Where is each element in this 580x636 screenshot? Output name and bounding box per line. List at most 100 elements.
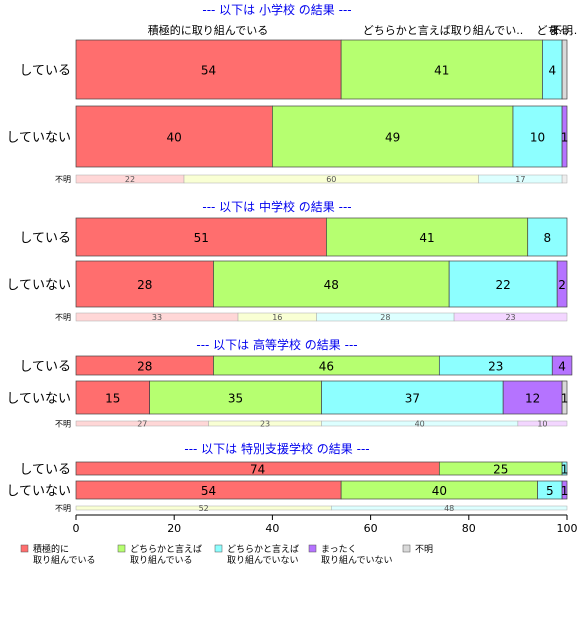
segment-value-label: 4 xyxy=(548,64,556,78)
segment-value-label: 22 xyxy=(125,175,135,184)
panel-title: --- 以下は 小学校 の結果 --- xyxy=(202,2,351,17)
legend-label: 積極的に xyxy=(33,543,69,555)
segment-value-label: 49 xyxy=(385,131,400,145)
bar-segment xyxy=(561,39,568,100)
bar-segment xyxy=(321,380,504,415)
segment-value-label: 37 xyxy=(405,392,420,406)
bar-segment xyxy=(502,380,563,415)
x-tick-label: 60 xyxy=(364,522,378,535)
segment-value-label: 27 xyxy=(137,420,147,429)
legend-swatch xyxy=(20,544,29,553)
segment-value-label: 1 xyxy=(561,392,569,406)
top-category-label: どち.. xyxy=(537,24,566,37)
segment-value-label: 28 xyxy=(380,313,390,322)
legend-label: どちらかと言えば xyxy=(227,543,299,555)
row-label-small: 不明 xyxy=(55,175,71,184)
panel-title: --- 以下は 高等学校 の結果 --- xyxy=(196,337,357,352)
segment-value-label: 8 xyxy=(544,231,552,245)
bar-segment xyxy=(561,480,568,500)
row-label: している xyxy=(19,463,71,478)
segment-value-label: 10 xyxy=(530,131,545,145)
bar-segment xyxy=(448,260,558,308)
segment-value-label: 17 xyxy=(515,175,525,184)
x-tick-label: 100 xyxy=(557,522,578,535)
legend-swatch xyxy=(402,544,411,553)
segment-value-label: 1 xyxy=(561,463,569,477)
segment-value-label: 51 xyxy=(194,231,209,245)
bar-segment xyxy=(561,174,568,184)
segment-value-label: 54 xyxy=(201,484,216,498)
segment-value-label: 12 xyxy=(525,392,540,406)
bar-segment xyxy=(551,355,573,376)
panel-title: --- 以下は 中学校 の結果 --- xyxy=(202,199,351,214)
bar-segment xyxy=(75,217,327,257)
top-category-label: 不明 xyxy=(551,24,573,37)
segment-value-label: 10 xyxy=(537,420,547,429)
legend-label: どちらかと言えば xyxy=(130,543,202,555)
segment-value-label: 60 xyxy=(326,175,336,184)
segment-value-label: 15 xyxy=(105,392,120,406)
segment-value-label: 5 xyxy=(546,484,554,498)
row-label-small: 不明 xyxy=(55,504,71,513)
segment-value-label: 54 xyxy=(201,64,216,78)
x-tick-label: 80 xyxy=(462,522,476,535)
segment-value-label: 46 xyxy=(319,360,334,374)
segment-value-label: 41 xyxy=(419,231,434,245)
bar-segment xyxy=(75,380,151,415)
segment-value-label: 48 xyxy=(324,278,339,292)
bar-segment xyxy=(331,505,568,511)
segment-value-label: 35 xyxy=(228,392,243,406)
bar-segment xyxy=(517,420,568,427)
row-label: している xyxy=(19,64,71,79)
bar-segment xyxy=(561,105,568,168)
segment-value-label: 40 xyxy=(167,131,182,145)
bar-segment xyxy=(556,260,568,308)
top-category-label: どちらかと言えば取り組んでい.. xyxy=(363,24,523,37)
segment-value-label: 25 xyxy=(493,463,508,477)
row-label: していない xyxy=(6,278,71,293)
segment-value-label: 40 xyxy=(432,484,447,498)
legend-swatch xyxy=(308,544,317,553)
bar-segment xyxy=(75,260,214,308)
segment-value-label: 23 xyxy=(260,420,270,429)
x-tick-label: 20 xyxy=(167,522,181,535)
segment-value-label: 28 xyxy=(137,278,152,292)
legend-label: まったく xyxy=(321,544,357,555)
row-label: していない xyxy=(6,484,71,499)
segment-value-label: 16 xyxy=(272,313,282,322)
segment-value-label: 1 xyxy=(561,131,569,145)
top-category-label: 積極的に取り組んでいる xyxy=(148,23,268,37)
segment-value-label: 4 xyxy=(558,360,566,374)
row-label: している xyxy=(19,231,71,246)
segment-value-label: 22 xyxy=(496,278,511,292)
top-category-label: まっ.. xyxy=(549,24,578,37)
bar-segment xyxy=(75,39,342,100)
bar-segment xyxy=(453,312,568,322)
segment-value-label: 23 xyxy=(505,313,515,322)
segment-value-label: 48 xyxy=(444,504,454,513)
bar-segment xyxy=(527,217,568,257)
legend-swatch xyxy=(117,544,126,553)
legend-label: 取り組んでいる xyxy=(33,554,96,566)
segment-value-label: 23 xyxy=(488,360,503,374)
legend-label: 取り組んでいない xyxy=(227,554,299,566)
row-label-small: 不明 xyxy=(55,420,71,429)
legend-swatch xyxy=(214,544,223,553)
segment-value-label: 41 xyxy=(434,64,449,78)
x-tick-label: 40 xyxy=(265,522,279,535)
bar-segment xyxy=(213,260,450,308)
bar-segment xyxy=(75,105,273,168)
segment-value-label: 28 xyxy=(137,360,152,374)
x-tick-label: 0 xyxy=(73,522,80,535)
row-label-small: 不明 xyxy=(55,313,71,322)
segment-value-label: 2 xyxy=(558,278,566,292)
legend-label: 取り組んでいない xyxy=(321,554,393,566)
segment-value-label: 74 xyxy=(250,463,265,477)
legend-label: 不明 xyxy=(415,544,433,555)
segment-value-label: 52 xyxy=(199,504,209,513)
segment-value-label: 1 xyxy=(561,484,569,498)
row-label: していない xyxy=(6,392,71,407)
segment-value-label: 40 xyxy=(415,420,425,429)
panel-title: --- 以下は 特別支援学校 の結果 --- xyxy=(184,441,369,456)
